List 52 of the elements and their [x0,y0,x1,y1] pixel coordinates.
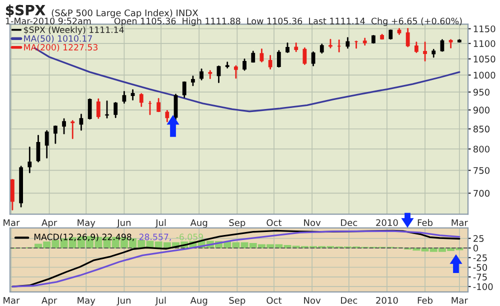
y-tick-label: -50 [473,264,488,271]
x-tick-label: Apr [42,219,58,228]
legend-label: MACD(12,26,9) 22.498, [34,234,134,242]
chart-subtitle: (S&P 500 Large Cap Index) INDX [52,9,198,18]
x-tick-label: Feb [418,296,433,304]
y-tick-label: 900 [473,106,490,114]
x-tick-label: Oct [266,296,282,304]
x-tick-label: Oct [266,219,282,226]
x-tick-label: Dec [341,219,358,226]
x-tick-label: May [78,219,96,228]
x-tick-label: 2010 [376,219,398,226]
x-tick-label: Aug [190,297,208,306]
legend-label: $SPX (Weekly) 1111.14 [24,26,124,35]
x-tick-label: Mar [452,297,468,304]
y-tick-label: -25 [473,254,487,262]
x-tick-label: 2010 [376,296,398,304]
x-tick-label: Aug [190,219,208,228]
x-tick-label: Mar [452,219,468,226]
series-label: 28.557, [139,234,171,242]
y-tick-label: 700 [474,190,490,197]
x-tick-label: Feb [418,219,433,226]
x-tick-label: Jul [155,219,166,228]
y-tick-label: 25 [474,235,484,242]
y-tick-label: 1050 [474,56,496,62]
chart-title: $SPX [6,4,46,18]
x-tick-label: Dec [341,297,358,304]
x-tick-label: Nov [304,297,321,304]
x-tick-label: Sep [229,296,246,306]
y-tick-label: 800 [473,146,490,153]
x-tick-label: Sep [229,219,246,228]
y-tick-label: 850 [473,126,490,132]
legend-label: MA(200) 1227.53 [24,44,98,52]
x-tick-label: Jul [155,296,166,306]
y-tick-label: 0 [473,244,478,252]
y-tick-label: 1100 [474,40,496,48]
annotation: 1-Mar-2010 9:52am [6,18,91,24]
x-tick-label: Nov [304,219,321,226]
x-tick-label: Jun [116,297,130,306]
x-tick-label: May [78,297,96,306]
y-tick-label: 1000 [474,72,496,79]
y-tick-label: 950 [473,88,490,96]
x-tick-label: Apr [42,297,58,306]
y-tick-label: -100 [473,283,493,290]
y-tick-label: 1150 [474,25,496,32]
y-tick-label: -75 [473,274,487,280]
x-tick-label: Mar [4,219,20,226]
legend-label: MA(50) 1010.17 [24,35,92,43]
y-tick-label: 750 [474,167,490,174]
x-tick-label: Jun [116,219,130,228]
series-label: -6.059 [176,234,203,240]
x-tick-label: Mar [4,297,20,304]
annotation: Open 1105.36 High 1111.88 Low 1105.36 Last 1111.14 Chg +6.65 (+0.60%) [114,18,462,26]
